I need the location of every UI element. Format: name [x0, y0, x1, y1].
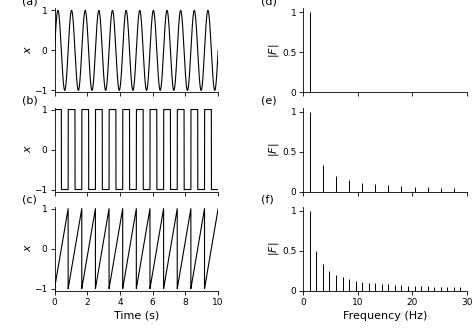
Text: (c): (c) [22, 195, 36, 205]
Y-axis label: x: x [23, 245, 33, 252]
X-axis label: Frequency (Hz): Frequency (Hz) [343, 311, 427, 321]
Y-axis label: x: x [23, 47, 33, 54]
Y-axis label: $|F|$: $|F|$ [266, 43, 281, 57]
X-axis label: Time (s): Time (s) [114, 311, 159, 321]
Text: (e): (e) [261, 96, 276, 106]
Y-axis label: $|F|$: $|F|$ [266, 142, 281, 157]
Text: (b): (b) [22, 96, 37, 106]
Text: (f): (f) [261, 195, 273, 205]
Y-axis label: x: x [23, 146, 33, 153]
Y-axis label: $|F|$: $|F|$ [266, 242, 281, 256]
Text: (d): (d) [261, 0, 276, 7]
Text: (a): (a) [22, 0, 37, 7]
